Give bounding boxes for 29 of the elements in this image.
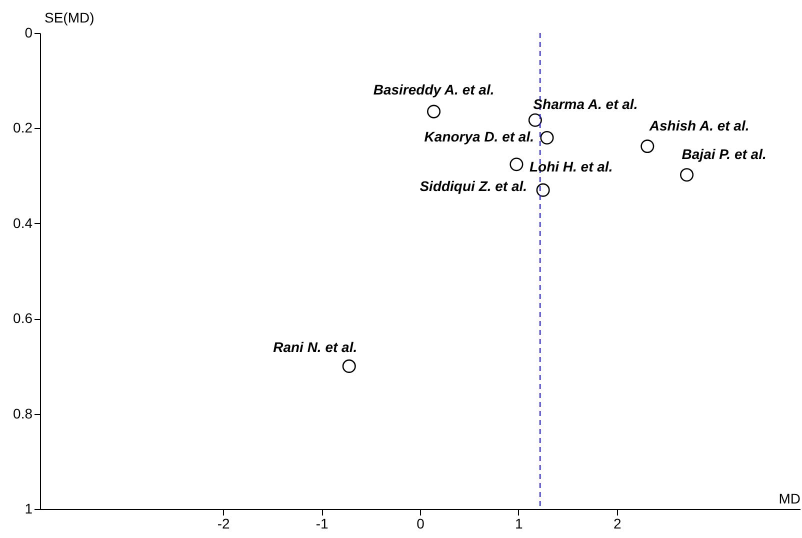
point [510, 158, 524, 172]
annotation: Ashish A. et al. [648, 117, 750, 134]
point [540, 130, 554, 144]
x-axis-title: MD [778, 490, 800, 506]
y-tick-label: 0.6 [13, 310, 33, 326]
annotation: Basireddy A. et al. [373, 82, 494, 98]
x-tick-label: 0 [416, 516, 425, 532]
y-tick-label: 0.8 [13, 405, 33, 422]
point [680, 168, 694, 182]
annotation: Siddiqui Z. et al. [420, 178, 528, 194]
y-tick-label: 0.2 [13, 120, 33, 136]
x-tick-label: -2 [217, 516, 230, 532]
x-tick-label: 1 [515, 516, 524, 532]
y-axis-title: SE(MD) [44, 10, 94, 26]
annotation: Kanorya D. et al. [424, 128, 534, 145]
annotation: Lohi H. et al. [529, 158, 613, 174]
annotation: Bajai P. et al. [682, 146, 766, 162]
point [640, 140, 654, 154]
annotation: Rani N. et al. [273, 339, 358, 356]
x-tick-label: 2 [613, 516, 622, 532]
point [427, 104, 441, 118]
y-tick-label: 0 [24, 24, 33, 40]
point [342, 359, 356, 373]
point [536, 183, 550, 197]
y-tick-label: 1 [24, 500, 33, 516]
y-tick-label: 0.4 [13, 214, 33, 231]
x-tick-label: -1 [316, 516, 328, 532]
point [528, 113, 542, 127]
annotation: Sharma A. et al. [533, 96, 638, 112]
